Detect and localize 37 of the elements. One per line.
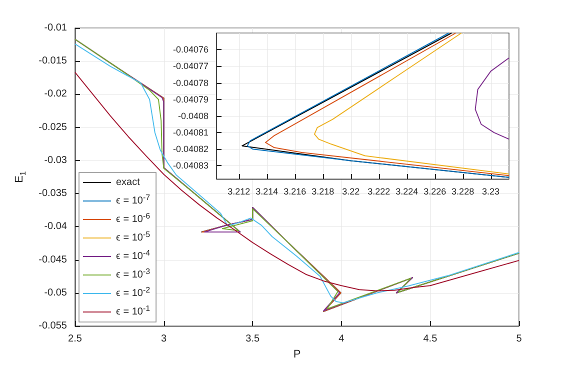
y-tick-label: -0.04079	[173, 94, 209, 104]
x-tick-label: 4	[338, 334, 345, 344]
x-axis-title: P	[293, 348, 301, 360]
x-tick-label: 3	[161, 334, 168, 344]
x-tick-label: 3.226	[424, 186, 446, 196]
x-tick-label: 3.22	[342, 186, 360, 196]
x-tick-label: 3.5	[246, 334, 260, 344]
legend-label: exact	[116, 177, 140, 188]
y-tick-label: -0.02	[44, 88, 68, 100]
y-tick-label: -0.015	[38, 56, 68, 67]
y-tick-label: -0.04	[44, 221, 68, 232]
y-tick-label: -0.035	[38, 188, 68, 200]
y-tick-label: -0.04083	[173, 160, 209, 171]
x-tick-label: 3.218	[312, 186, 334, 196]
y-axis-title: E1	[14, 170, 28, 183]
x-tick-label: 3.214	[256, 186, 278, 196]
x-tick-label: 3.216	[284, 186, 306, 196]
x-tick-label: 3.23	[482, 186, 500, 196]
x-tick-label: 4.5	[423, 334, 438, 344]
x-tick-label: 2.5	[68, 334, 82, 344]
y-tick-label: -0.05	[44, 287, 68, 298]
y-tick-label: -0.0408	[178, 110, 209, 121]
y-tick-label: -0.045	[38, 254, 68, 266]
y-tick-label: -0.025	[38, 122, 68, 133]
x-tick-label: 3.212	[228, 186, 250, 196]
y-tick-label: -0.04081	[173, 128, 209, 138]
y-tick-label: -0.01	[44, 22, 68, 34]
x-tick-label: 3.224	[396, 186, 418, 196]
y-tick-label: -0.04082	[173, 144, 209, 154]
x-tick-label: 3.228	[452, 186, 474, 196]
y-tick-label: -0.04077	[173, 61, 209, 72]
y-tick-label: -0.04076	[173, 44, 209, 55]
x-tick-label: 5	[516, 334, 522, 344]
y-tick-label: -0.04078	[173, 78, 209, 88]
y-tick-label: -0.055	[38, 320, 68, 332]
x-tick-label: 3.222	[368, 186, 390, 196]
y-tick-label: -0.03	[44, 154, 68, 166]
